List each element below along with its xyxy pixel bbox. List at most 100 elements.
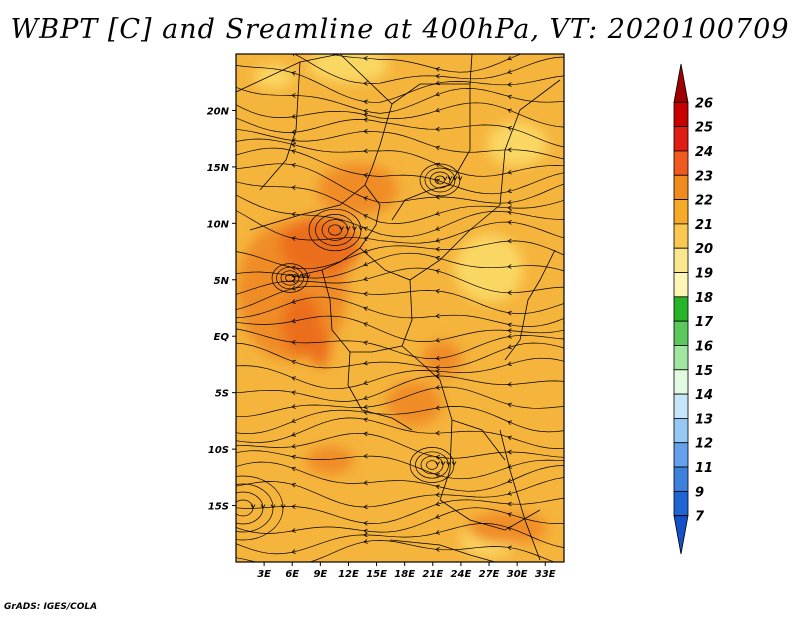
flow-arrow [363,404,368,410]
colorbar-swatch [673,296,689,322]
flow-arrow [435,80,440,86]
streamline [236,128,564,160]
flow-arrow [291,482,296,488]
colorbar-label: 17 [695,315,714,330]
flow-arrow [452,176,458,181]
flow-arrow [291,236,296,241]
flow-arrow [446,461,451,466]
flow-arrow [363,395,368,401]
flow-arrow [507,69,513,74]
flow-arrow [291,211,296,217]
streamline [236,285,564,314]
flow-arrow [363,236,368,241]
flow-arrow [363,306,369,312]
flow-arrow [507,490,512,496]
flow-arrow [435,547,440,552]
streamline [236,328,564,359]
streamline [236,477,564,508]
colorbar-label: 23 [695,169,713,184]
streamline [236,406,564,434]
border-line [359,184,381,249]
lat-label: EQ [214,332,230,343]
lon-label: 18E [394,569,415,580]
flow-arrow [363,410,368,415]
lon-label: 6E [285,569,299,580]
field-patch [308,54,389,84]
colorbar-label: 19 [695,267,713,282]
flow-arrow [363,148,368,154]
flow-arrow [339,226,344,231]
flow-arrow [292,54,295,57]
flow-arrow [363,504,368,510]
flow-arrow [507,264,512,269]
flow-arrow [363,117,368,123]
streamline [236,102,564,128]
flow-arrow [435,373,440,379]
flow-arrow [435,66,440,72]
colorbar-swatch [673,223,689,249]
border-line [391,84,471,221]
flow-arrow [435,355,440,361]
lon-label: 3E [257,569,271,580]
border-line [347,351,413,431]
flow-arrow [435,211,440,216]
flow-arrow [363,248,368,254]
streamline [236,523,564,555]
lat-label: 15N [207,163,230,174]
flow-arrow [507,188,512,194]
flow-arrow [507,219,512,225]
lat-label: 5N [214,276,230,287]
flow-arrow [363,99,368,105]
flow-arrow [363,340,368,346]
flow-arrow [451,461,457,466]
flow-arrow [435,484,440,490]
flow-arrow [291,376,297,381]
flow-arrow [507,333,512,339]
flow-arrow [507,169,512,175]
field-patch [487,122,548,167]
streamline [236,163,564,204]
streamline [236,194,564,238]
streamline [236,375,564,402]
border-line [364,103,393,186]
colorbar-triangle-bottom [673,515,689,555]
flow-arrow [270,504,276,509]
flow-arrow [435,492,440,498]
flow-arrow [507,344,512,350]
streamline [236,315,564,342]
flow-arrow [507,449,512,455]
flow-arrow [301,274,306,279]
flow-arrow [435,454,440,460]
flow-arrow [291,390,296,396]
field-patch [422,340,463,377]
flow-arrow [507,238,512,244]
flow-arrow [291,339,296,345]
border-line [499,429,541,561]
streamline [236,181,564,224]
streamline [236,117,564,148]
flow-arrow [507,478,513,483]
colorbar-swatch [673,174,689,200]
field-patch [386,381,443,426]
flow-arrow [507,82,512,87]
flow-arrow [291,129,296,135]
lat-label: 5S [215,389,229,400]
flow-arrow [291,114,296,119]
flow-arrow [435,226,441,231]
flow-arrow [291,299,296,304]
flow-arrow [507,545,512,551]
flow-arrow [280,504,286,509]
flow-arrow [291,318,296,324]
flow-arrow [507,205,512,211]
border-line [259,61,301,191]
colorbar-swatch [673,466,689,492]
flow-arrow [507,328,512,334]
map-area [236,54,564,562]
flow-arrow [363,56,368,61]
colorbar-label: 15 [695,364,713,379]
streamline [236,342,564,369]
lat-label: 15S [208,502,229,513]
grads-credit: GrADS: IGES/COLA [4,602,98,612]
colorbar-swatch [673,393,689,419]
